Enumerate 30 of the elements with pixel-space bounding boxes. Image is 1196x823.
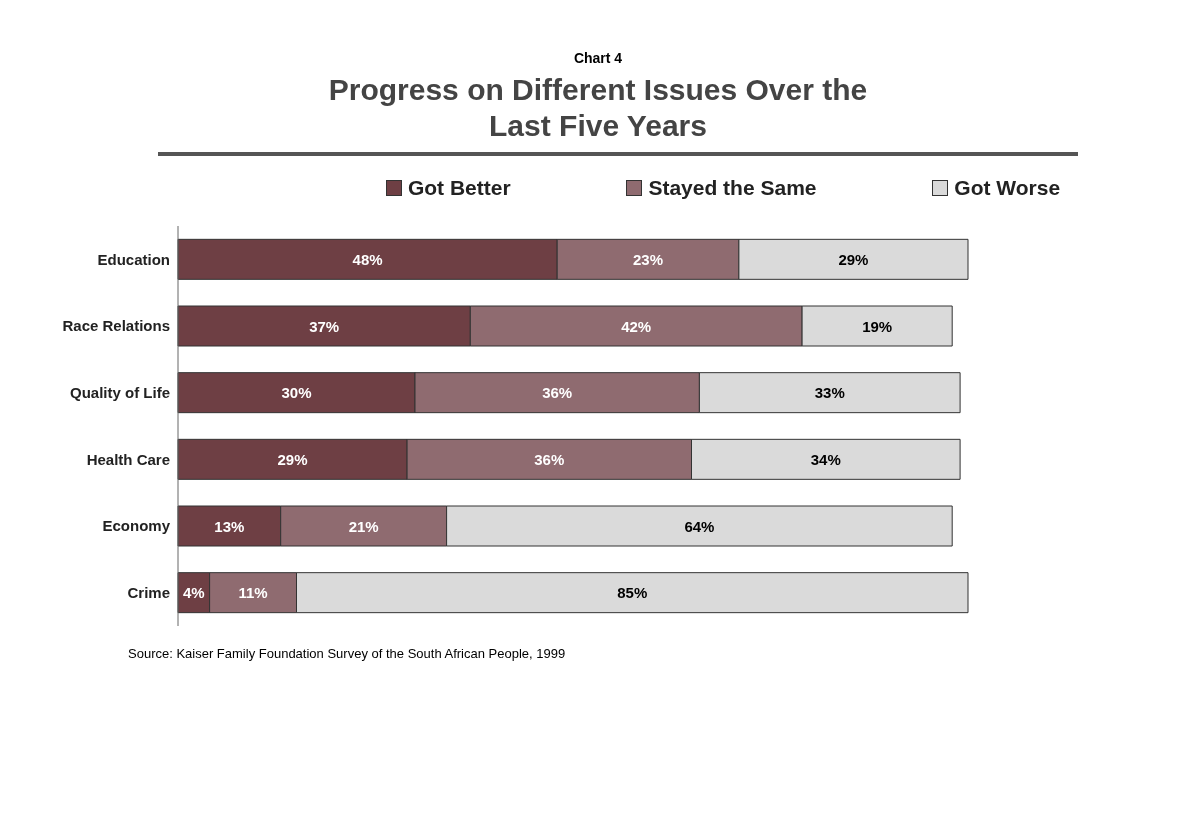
data-label: 13% — [214, 517, 245, 535]
data-label: 21% — [348, 517, 379, 535]
y-tick-label: Race Relations — [62, 317, 170, 335]
data-label: 30% — [281, 384, 312, 402]
data-label: 29% — [277, 450, 308, 468]
legend-label: Got Better — [407, 176, 511, 200]
data-label: 11% — [238, 584, 268, 602]
y-tick-label: Crime — [127, 583, 170, 601]
y-tick-label: Economy — [102, 517, 171, 535]
legend-label: Stayed the Same — [648, 176, 817, 200]
source-note: Source: Kaiser Family Foundation Survey of the South African People, 1999 — [128, 646, 567, 661]
data-label: 19% — [862, 317, 893, 335]
data-label: 33% — [814, 384, 845, 402]
y-tick-label: Education — [97, 250, 170, 268]
data-label: 4% — [182, 584, 205, 602]
y-tick-label: Health Care — [86, 450, 170, 468]
data-label: 37% — [309, 317, 340, 335]
legend-label: Got Worse — [954, 176, 1061, 200]
y-tick-label: Quality of Life — [69, 383, 170, 401]
data-label: 34% — [810, 450, 841, 468]
data-label: 29% — [838, 250, 869, 268]
data-label: 64% — [684, 517, 715, 535]
data-label: 48% — [352, 250, 383, 268]
data-label: 36% — [534, 450, 565, 468]
chart-title: Progress on Different Issues Over the Last Five Years — [327, 72, 869, 144]
data-label: 85% — [617, 584, 648, 602]
data-label: 42% — [621, 317, 652, 335]
data-label: 36% — [542, 384, 573, 402]
chart-subtitle: Chart 4 — [572, 50, 624, 66]
data-label: 23% — [633, 250, 664, 268]
